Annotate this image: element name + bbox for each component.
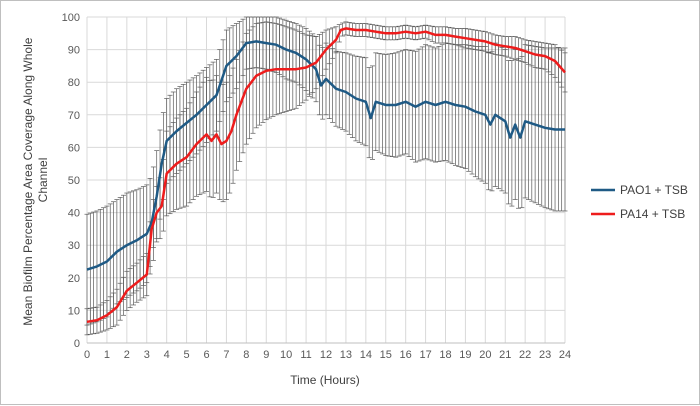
x-tick-label: 6 (203, 349, 209, 361)
x-tick-label: 2 (124, 349, 130, 361)
x-tick-label: 5 (184, 349, 190, 361)
x-tick-label: 18 (439, 349, 451, 361)
legend-label-pa14: PA14 + TSB (620, 207, 685, 221)
y-axis-title: Mean Biofilm Percentage Area Coverage Al… (21, 34, 50, 326)
x-tick-label: 24 (559, 349, 571, 361)
y-axis-title-line-2: Channel (36, 158, 50, 203)
x-tick-label: 19 (459, 349, 471, 361)
y-tick-label: 80 (68, 77, 80, 89)
y-tick-label: 50 (68, 175, 80, 187)
legend-label-pao1: PAO1 + TSB (620, 183, 688, 197)
x-tick-label: 17 (419, 349, 431, 361)
y-tick-label: 0 (74, 338, 80, 350)
y-tick-label: 60 (68, 142, 80, 154)
error-bars (84, 16, 568, 336)
x-axis-title: Time (Hours) (290, 373, 360, 387)
x-tick-label: 14 (360, 349, 372, 361)
y-axis-title-line-1: Mean Biofilm Percentage Area Coverage Al… (21, 37, 35, 325)
x-tick-label: 22 (519, 349, 531, 361)
x-tick-label: 9 (263, 349, 269, 361)
x-tick-label: 13 (340, 349, 352, 361)
y-tick-label: 100 (62, 12, 80, 24)
x-tick-label: 12 (320, 349, 332, 361)
y-tick-label: 30 (68, 240, 80, 252)
x-tick-label: 23 (539, 349, 551, 361)
x-tick-label: 21 (499, 349, 511, 361)
x-tick-label: 4 (164, 349, 170, 361)
series-line-pa14 (86, 27, 566, 324)
x-tick-label: 15 (380, 349, 392, 361)
tick-labels: 0 1 2 3 4 5 6 7 8 9 10 11 12 13 14 15 16 17 18 19 20 21 22 23 24… (62, 12, 571, 361)
y-tick-label: 20 (68, 273, 80, 285)
x-tick-label: 10 (280, 349, 292, 361)
y-tick-label: 40 (68, 208, 80, 220)
x-tick-label: 8 (243, 349, 249, 361)
x-tick-label: 20 (479, 349, 491, 361)
x-tick-label: 16 (400, 349, 412, 361)
x-tick-label: 1 (104, 349, 110, 361)
y-tick-label: 70 (68, 110, 80, 122)
x-tick-label: 3 (144, 349, 150, 361)
series-line-pao1 (86, 40, 565, 271)
x-tick-label: 7 (223, 349, 229, 361)
series-lines (86, 27, 566, 324)
y-tick-label: 10 (68, 305, 80, 317)
y-tick-label: 90 (68, 45, 80, 57)
legend: PAO1 + TSB PA14 + TSB (591, 183, 688, 221)
x-tick-label: 0 (84, 349, 90, 361)
x-tick-label: 11 (300, 349, 311, 361)
